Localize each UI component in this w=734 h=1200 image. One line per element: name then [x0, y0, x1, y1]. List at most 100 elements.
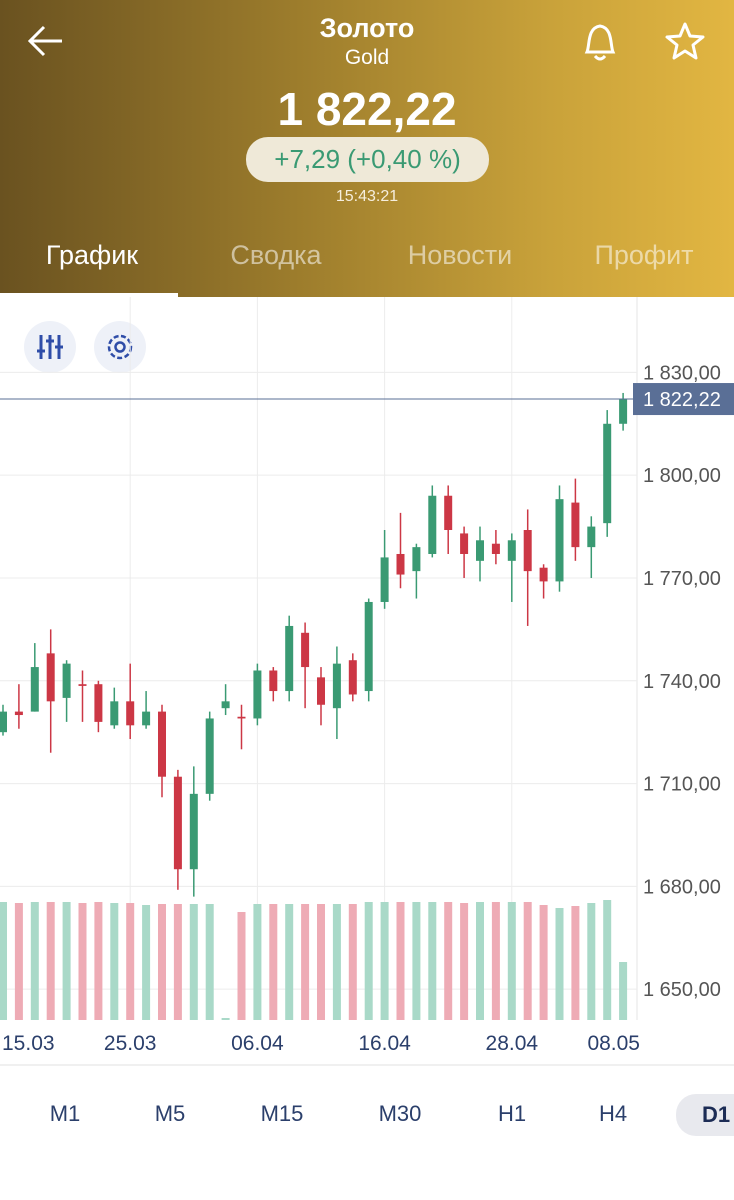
x-tick-label: 16.04 [358, 1032, 411, 1055]
volume-bar [158, 904, 166, 1020]
title: Золото [319, 13, 415, 43]
volume-bar [269, 904, 278, 1020]
candle-body [348, 660, 357, 695]
volume-bar [62, 902, 71, 1020]
volume-bar [285, 904, 294, 1020]
candle-body [491, 543, 500, 554]
volume-bar [189, 904, 198, 1020]
x-tick-label: 25.03 [104, 1032, 157, 1055]
candle-body [317, 677, 325, 705]
y-tick-label: 1 650,00 [643, 979, 721, 1001]
volume-bar [523, 902, 532, 1020]
volume-bar [78, 903, 87, 1020]
tab[interactable]: Сводка [230, 240, 322, 270]
candle-body [237, 716, 246, 719]
volume-bar [571, 906, 580, 1020]
volume-bar [619, 962, 628, 1020]
volume-bar [332, 904, 341, 1020]
volume-bar [317, 904, 325, 1020]
candle-body [396, 553, 405, 575]
y-tick-label: 1 740,00 [643, 671, 721, 693]
timeframe[interactable]: M30 [378, 1101, 422, 1126]
volume-bar [94, 902, 103, 1020]
x-tick-label: 28.04 [486, 1032, 539, 1055]
timeframe[interactable]: M15 [260, 1101, 304, 1126]
header-icons [27, 22, 705, 61]
candle-body [412, 547, 421, 572]
bell-icon[interactable] [584, 24, 616, 61]
candle-body [126, 701, 135, 726]
candle-body [539, 567, 548, 582]
current-price-box [633, 383, 734, 416]
timeframe[interactable]: M5 [154, 1101, 186, 1126]
x-tick-label: 06.04 [231, 1032, 284, 1055]
y-tick-label: 1 680,00 [643, 876, 721, 898]
candle-body [619, 399, 628, 424]
volume-bar [412, 902, 421, 1020]
timeframe[interactable]: H1 [497, 1101, 527, 1126]
candle-body [110, 701, 119, 726]
candle-body [14, 711, 23, 716]
timeframe[interactable]: D1 [676, 1094, 734, 1136]
volume-bar [126, 903, 135, 1020]
volume-bar [0, 902, 7, 1020]
tab[interactable]: Новости [407, 240, 513, 270]
volume-bar [46, 902, 55, 1020]
candle-body [507, 540, 516, 561]
settings-icon-center [114, 341, 126, 353]
candle-body [428, 495, 437, 554]
x-tick-label: 15.03 [2, 1032, 55, 1055]
candle-body [142, 711, 151, 726]
volume-bar [205, 904, 214, 1020]
volume-bar [444, 902, 453, 1020]
volume-bar [555, 908, 564, 1020]
back-icon[interactable] [27, 25, 62, 57]
candle-body [30, 667, 39, 712]
current-price-label: 1 822,22 [643, 389, 721, 411]
price: 1 822,22 [277, 83, 457, 135]
plot [0, 297, 637, 1020]
tab[interactable]: Профит [594, 240, 694, 270]
candle-body [158, 711, 166, 777]
subtitle: Gold [344, 46, 390, 69]
volume-bar [237, 912, 246, 1020]
y-tick-label: 1 800,00 [643, 465, 721, 487]
settings-button[interactable] [94, 321, 146, 373]
volume-bar [396, 902, 405, 1020]
candle-body [587, 526, 596, 548]
candle-body [301, 632, 310, 668]
volume-bar [539, 905, 548, 1020]
volume-bar [507, 902, 516, 1020]
candle-body [285, 625, 294, 692]
candle-body [380, 557, 389, 602]
candle-body [460, 533, 469, 554]
candle-body [269, 670, 278, 692]
timeframe[interactable]: M1 [49, 1101, 81, 1126]
tab[interactable]: График [45, 240, 139, 270]
volume-bar [428, 902, 437, 1020]
candle-body [221, 701, 230, 709]
volume-bar [142, 905, 151, 1020]
timeframe[interactable]: H4 [598, 1101, 628, 1126]
candle-body [253, 670, 262, 719]
candle-body [364, 601, 373, 692]
volume-bar [110, 903, 119, 1020]
candle-body [78, 684, 87, 686]
x-tick-label: 08.05 [587, 1032, 640, 1055]
candle-body [571, 502, 580, 548]
header: Золото Gold 1 822,22 +7,29 (+0,40 %) 15:… [0, 0, 734, 297]
y-tick-label: 1 710,00 [643, 774, 721, 796]
candle-body [205, 718, 214, 794]
chart: 1 830,00 1 800,00 1 770,00 1 740,00 1 710,00… [0, 297, 734, 1066]
star-icon[interactable] [665, 22, 705, 60]
volume-bar [364, 902, 373, 1020]
volume-bar [173, 904, 182, 1020]
y-tick-label: 1 830,00 [643, 362, 721, 384]
volume-bar [253, 904, 262, 1020]
candle-body [523, 530, 532, 572]
volume-bar [587, 903, 596, 1020]
volume-bar [476, 902, 484, 1020]
time: 15:43:21 [335, 188, 399, 205]
tab-indicator [0, 293, 178, 297]
